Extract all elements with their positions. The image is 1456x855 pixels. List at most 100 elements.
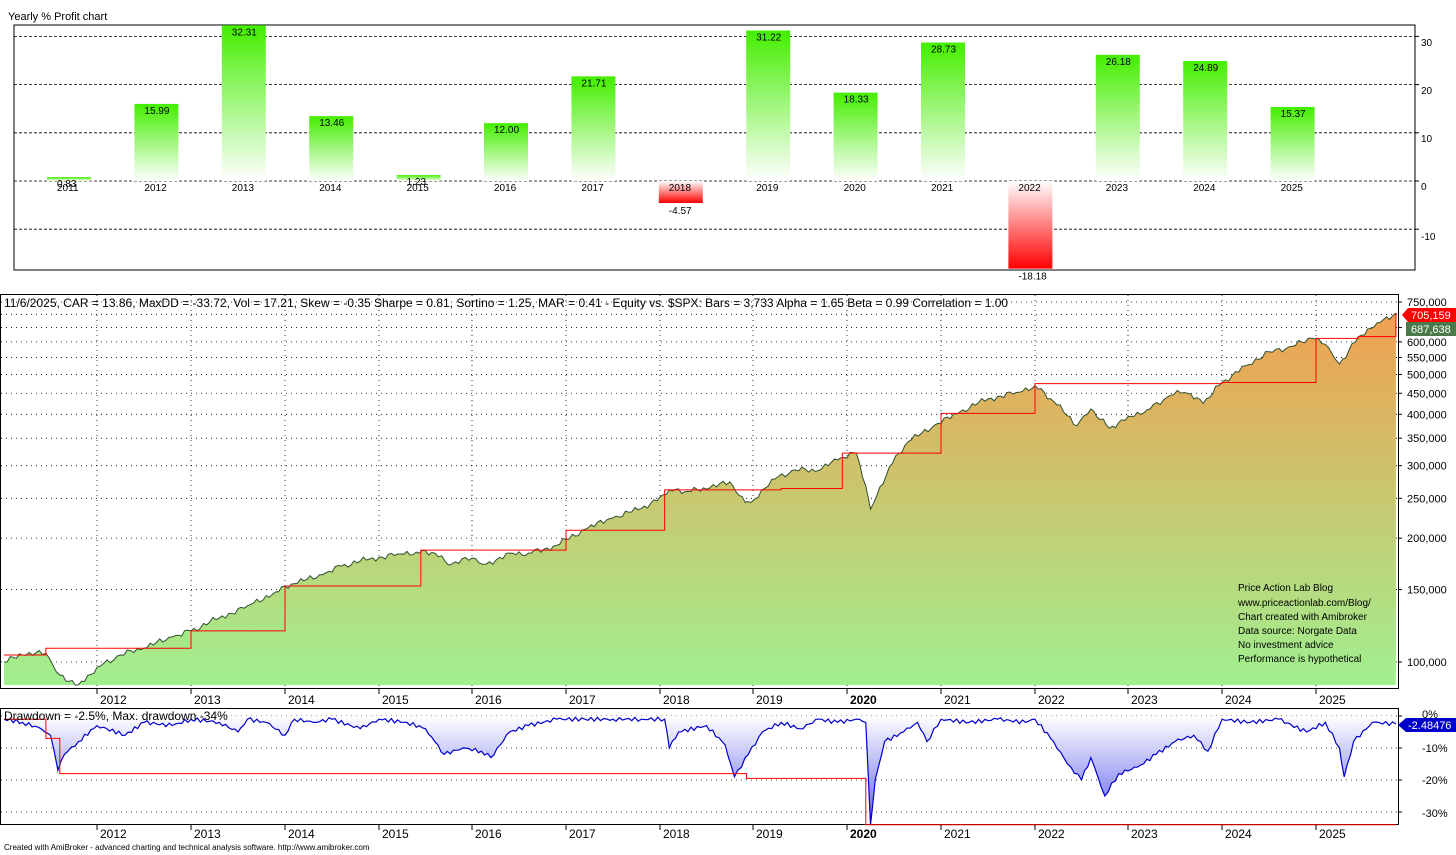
drawdown-info-text: Drawdown = -2.5%, Max. drawdown -34%	[4, 709, 228, 723]
drawdown-panel: Drawdown = -2.5%, Max. drawdown -34% 0% …	[0, 708, 1456, 841]
bar-value-label: 21.71	[581, 78, 606, 89]
bar-value-label: 0.83	[57, 179, 77, 190]
x-tick-label: 2015	[382, 693, 409, 707]
y-tick-label: 350,000	[1407, 433, 1447, 445]
dd-tick-label: -20%	[1422, 775, 1448, 787]
bar-year-label: 2012	[144, 183, 167, 194]
y-tick-label: 400,000	[1407, 409, 1447, 421]
y-tick-label: 600,000	[1407, 337, 1447, 349]
bar-year-label: 2011	[57, 183, 79, 194]
y-tick-label: 550,000	[1407, 352, 1447, 364]
x-tick-label: 2013	[194, 693, 221, 707]
watermark-line: Data source: Norgate Data	[1238, 626, 1357, 637]
profit-bar	[746, 30, 791, 182]
x-tick-label: 2020	[850, 827, 877, 841]
drawdown-area	[4, 716, 1396, 825]
bar-value-label: 15.37	[1281, 109, 1306, 120]
x-tick-label: 2018	[663, 693, 690, 707]
profit-bar	[47, 176, 91, 181]
profit-bar	[309, 116, 354, 181]
bar-year-label: 2019	[756, 183, 779, 194]
max-drawdown-line	[4, 718, 1396, 826]
x-tick-label: 2023	[1131, 827, 1158, 841]
bar-value-label: 1.23	[407, 177, 427, 188]
x-tick-label: 2021	[944, 827, 971, 841]
profit-bar	[1183, 61, 1228, 182]
profit-bar	[571, 76, 616, 181]
x-tick-label: 2018	[663, 827, 690, 841]
dd-tick-label: -30%	[1422, 808, 1448, 820]
equity-last-value-badge: 705,159	[1402, 308, 1456, 322]
drawdown-gridlines	[1, 715, 1402, 813]
bar-year-label: 2017	[581, 183, 604, 194]
bar-value-label: 24.89	[1193, 63, 1218, 74]
y-tick-label: 250,000	[1407, 493, 1447, 505]
y-tick-label: -10	[1421, 232, 1436, 243]
bar-year-label: 2025	[1281, 183, 1304, 194]
dd-tick-label: -10%	[1422, 743, 1448, 755]
bar-value-label: 18.33	[844, 95, 869, 106]
x-tick-label: 2017	[569, 827, 596, 841]
y-tick-label: 300,000	[1407, 461, 1447, 473]
y-tick-label: 150,000	[1407, 585, 1447, 597]
watermark-line: Performance is hypothetical	[1238, 654, 1361, 665]
spx-last-value-badge: 687,638	[1406, 322, 1456, 336]
bar-year-label: 2020	[844, 183, 867, 194]
y-tick-label: 0	[1421, 182, 1427, 193]
yearly-profit-gridlines	[14, 36, 1415, 230]
drawdown-last-value: -2.48476	[1408, 720, 1451, 732]
profit-bar	[921, 42, 965, 182]
bar-year-label: 2023	[1106, 183, 1129, 194]
x-tick-label: 2014	[288, 827, 315, 841]
equity-x-axis: 2012 2013 2014 2015 2016 2017 2018 2019 2020 2021…	[96, 689, 1346, 707]
profit-bar	[221, 25, 266, 181]
x-tick-label: 2016	[475, 827, 502, 841]
y-tick-label: 750,000	[1407, 297, 1447, 309]
x-tick-label: 2019	[756, 693, 783, 707]
y-tick-label: 20	[1421, 86, 1433, 97]
x-tick-label: 2015	[382, 827, 409, 841]
drawdown-x-axis: 2012 2013 2014 2015 2016 2017 2018 2019 2020 2021…	[96, 825, 1346, 841]
x-tick-label: 2012	[100, 827, 127, 841]
x-tick-label: 2024	[1225, 827, 1252, 841]
drawdown-last-value-badge: -2.48476	[1398, 718, 1456, 732]
x-tick-label: 2023	[1131, 693, 1158, 707]
x-tick-label: 2019	[756, 827, 783, 841]
bar-value-label: 32.31	[232, 27, 257, 38]
bar-value-label: 31.22	[756, 33, 781, 44]
bar-year-label: 2024	[1193, 183, 1216, 194]
drawdown-line	[3, 716, 1397, 825]
profit-bar	[134, 103, 179, 181]
footer-credit: Created with AmiBroker - advanced charti…	[4, 843, 370, 852]
equity-info-text: 11/6/2025, CAR = 13.86, MaxDD = -33.72, …	[4, 296, 1008, 310]
profit-bar	[396, 175, 441, 181]
bar-year-label: 2014	[319, 183, 342, 194]
x-tick-label: 2021	[944, 693, 971, 707]
bar-year-label: 2022	[1018, 183, 1041, 194]
bar-value-label: 13.46	[319, 118, 344, 129]
bar-year-label: 2021	[931, 183, 954, 194]
bar-value-label: -4.57	[669, 206, 692, 217]
bar-value-label: 15.99	[144, 106, 169, 117]
profit-bar	[833, 92, 878, 181]
profit-bar	[1008, 181, 1053, 269]
x-tick-label: 2025	[1319, 693, 1346, 707]
bar-year-label: 2018	[669, 183, 692, 194]
equity-last-value: 705,159	[1411, 310, 1451, 322]
watermark-block: Price Action Lab Blog www.priceactionlab…	[1237, 583, 1371, 665]
watermark-line: Chart created with Amibroker	[1238, 612, 1368, 623]
yearly-profit-title: Yearly % Profit chart	[8, 11, 107, 23]
bar-value-label: 28.73	[931, 45, 956, 56]
yearly-profit-bars: 0.83201115.99201232.31201313.4620141.232…	[47, 25, 1315, 283]
yearly-profit-y-axis: 30 20 10 0 -10	[1415, 35, 1436, 243]
watermark-line: Price Action Lab Blog	[1238, 583, 1333, 594]
equity-line	[4, 312, 1397, 686]
highwater-mark-line	[4, 313, 1397, 656]
x-tick-label: 2017	[569, 693, 596, 707]
x-tick-label: 2016	[475, 693, 502, 707]
y-tick-label: 30	[1421, 38, 1433, 49]
y-tick-label: 100,000	[1407, 657, 1447, 669]
equity-area	[4, 313, 1396, 686]
bar-value-label: 26.18	[1106, 57, 1131, 68]
